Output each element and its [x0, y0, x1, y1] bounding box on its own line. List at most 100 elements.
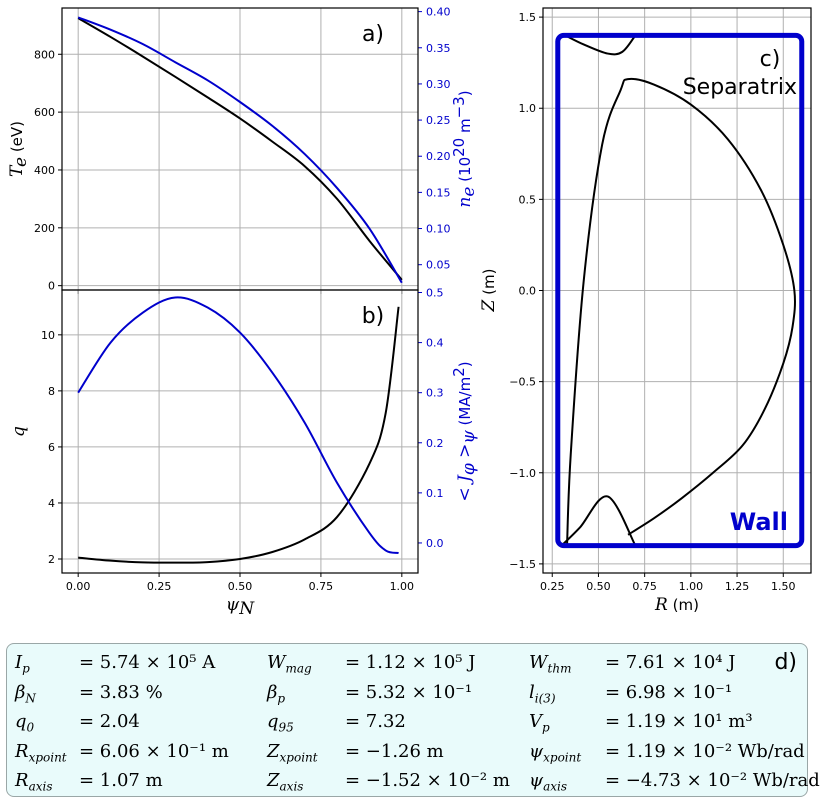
y-tick-label: 800	[34, 48, 55, 61]
x-tick-label: 1.00	[679, 580, 704, 593]
parameter-symbol-subscript: p	[542, 720, 550, 735]
x-axis-label-psiN: ψN	[226, 595, 255, 619]
y2-tick-label: 0.05	[426, 259, 451, 272]
series-line-blue	[77, 296, 399, 554]
series-line-blue	[77, 16, 403, 284]
parameter-value: = 5.32 × 10⁻¹	[345, 681, 473, 703]
y2-tick-label: 0.40	[426, 6, 451, 19]
y-tick-label: 400	[34, 164, 55, 177]
y2-tick-label: 0.10	[426, 223, 451, 236]
y-tick-label: −0.5	[509, 376, 536, 389]
parameter-symbol-subscript: N	[25, 691, 36, 706]
parameter-row: βN = 3.83 % βp = 5.32 × 10⁻¹ li(3) = 6.98 × 1…	[7, 678, 807, 708]
parameter-symbol-main: R	[15, 770, 29, 791]
y2-tick-label: 0.4	[426, 337, 444, 350]
panel-label-d: d)	[774, 650, 797, 675]
y-tick-label: −1.5	[509, 558, 536, 571]
parameter-symbol-subscript: i(3)	[534, 691, 556, 706]
parameter-symbol-main: ψ	[529, 740, 544, 762]
separatrix-label: Separatrix	[683, 75, 797, 100]
parameter-value: = 7.61 × 10⁴ J	[605, 652, 736, 673]
y2-axis-label-ne: ne (1020 m−3)	[450, 90, 479, 207]
parameter-row: Rxpoint = 6.06 × 10⁻¹ m Zxpoint = −1.26 m ψx…	[7, 737, 807, 767]
y2-tick-label: 0.20	[426, 150, 451, 163]
parameter-symbol-subscript: mag	[285, 661, 312, 676]
divertor-leg-curve	[560, 495, 637, 547]
x-tick-label: 0.50	[228, 580, 253, 593]
parameter-symbol-main: β	[267, 681, 278, 703]
axes-frame	[61, 289, 419, 574]
x-tick-label: 0.75	[309, 580, 334, 593]
parameter-symbol-subscript: axis	[543, 779, 568, 794]
parameter-symbol: βN	[15, 682, 36, 706]
y-tick-label: 2	[48, 553, 55, 566]
x-tick-label: 0.75	[632, 580, 657, 593]
parameter-symbol-subscript: xpoint	[279, 750, 318, 765]
y-tick-label: 8	[48, 385, 55, 398]
y-axis-label-q: q	[9, 426, 29, 437]
separatrix-curve	[566, 77, 796, 546]
y2-tick-label: 0.1	[426, 487, 444, 500]
parameter-symbol-main: W	[267, 652, 286, 673]
parameter-symbol-subscript: 95	[278, 720, 294, 735]
y-tick-label: 6	[48, 441, 55, 454]
parameter-symbol: li(3)	[529, 682, 556, 706]
parameter-symbol-main: q	[15, 711, 27, 732]
parameter-symbol: Wthm	[529, 652, 571, 676]
y2-tick-label: 0.30	[426, 78, 451, 91]
parameter-symbol-main: ψ	[529, 770, 544, 791]
parameter-value: = 7.32	[345, 711, 406, 732]
parameter-symbol-main: β	[15, 681, 26, 703]
y2-tick-label: 0.15	[426, 186, 451, 199]
parameter-value: = −4.73 × 10⁻² Wb/rad	[605, 770, 820, 791]
parameter-symbol-subscript: axis	[28, 779, 53, 794]
x-tick-label: 1.25	[725, 580, 750, 593]
x-tick-label: 0.25	[540, 580, 565, 593]
y-tick-label: 0.5	[519, 193, 537, 206]
parameter-value: = 5.74 × 10⁵ A	[79, 652, 216, 673]
parameter-row: Ip = 5.74 × 10⁵ A Wmag = 1.12 × 10⁵ J Wthm = …	[7, 648, 807, 678]
y2-tick-label: 0.0	[426, 537, 444, 550]
parameter-symbol-subscript: 0	[26, 720, 35, 735]
y-tick-label: 1.0	[519, 102, 537, 115]
y-axis-label-Z: Z (m)	[479, 269, 499, 313]
parameter-symbol-main: I	[15, 652, 23, 673]
x-tick-label: 1.50	[771, 580, 796, 593]
parameter-row: Raxis = 1.07 m Zaxis = −1.52 × 10⁻² m ψaxis =…	[7, 766, 820, 796]
panel-a: 0 200 400 600 800 0.05 0.10 0.15 0.20 0.25 0.30 0.3…	[34, 6, 451, 294]
parameter-symbol-main: W	[529, 652, 548, 673]
parameter-row: q0 = 2.04 q95 = 7.32 Vp = 1.19 × 10¹ m³	[7, 707, 807, 737]
parameter-symbol: Zxpoint	[267, 741, 318, 765]
y2-axis-label-J: < Jφ >ψ (MA/m2)	[450, 361, 479, 501]
parameter-symbol-main: Z	[267, 770, 280, 791]
x-tick-label: 0.50	[586, 580, 611, 593]
parameter-value: = 3.83 %	[79, 681, 163, 703]
parameter-symbol: ψxpoint	[529, 741, 581, 765]
axes-frame	[542, 7, 812, 574]
y-tick-label: 0.0	[519, 285, 537, 298]
parameter-symbol-subscript: xpoint	[543, 750, 582, 765]
parameter-symbol-main: R	[15, 740, 29, 762]
series-line-black	[78, 306, 400, 564]
y-tick-label: 1.5	[519, 11, 537, 24]
parameter-value: = 1.07 m	[79, 770, 163, 791]
y2-tick-label: 0.35	[426, 42, 451, 55]
parameter-symbol: βp	[267, 682, 285, 706]
parameter-symbol-subscript: p	[22, 661, 30, 676]
parameter-value: = 1.12 × 10⁵ J	[345, 652, 476, 673]
series-line-black	[77, 17, 403, 281]
parameter-value: = 1.19 × 10⁻² Wb/rad	[605, 740, 805, 762]
parameter-value: = −1.26 m	[345, 740, 444, 762]
parameter-symbol-subscript: axis	[279, 779, 304, 794]
parameter-symbol: Ip	[15, 652, 30, 676]
panel-b: 2 4 6 8 10 0.0 0.1 0.2 0.3 0.4 0.5 0.00 0.25 0.50 0.75…	[41, 287, 444, 593]
y2-tick-label: 0.25	[426, 114, 451, 127]
x-axis-label-R: R (m)	[654, 595, 699, 615]
x-tick-label: 1.00	[390, 580, 415, 593]
parameter-symbol: ψaxis	[529, 770, 567, 794]
y2-tick-label: 0.2	[426, 437, 444, 450]
parameter-symbol-main: Z	[267, 740, 280, 762]
parameter-symbol: q0	[15, 711, 34, 735]
top-cusp-curve	[564, 34, 637, 56]
y-tick-label: 200	[34, 222, 55, 235]
